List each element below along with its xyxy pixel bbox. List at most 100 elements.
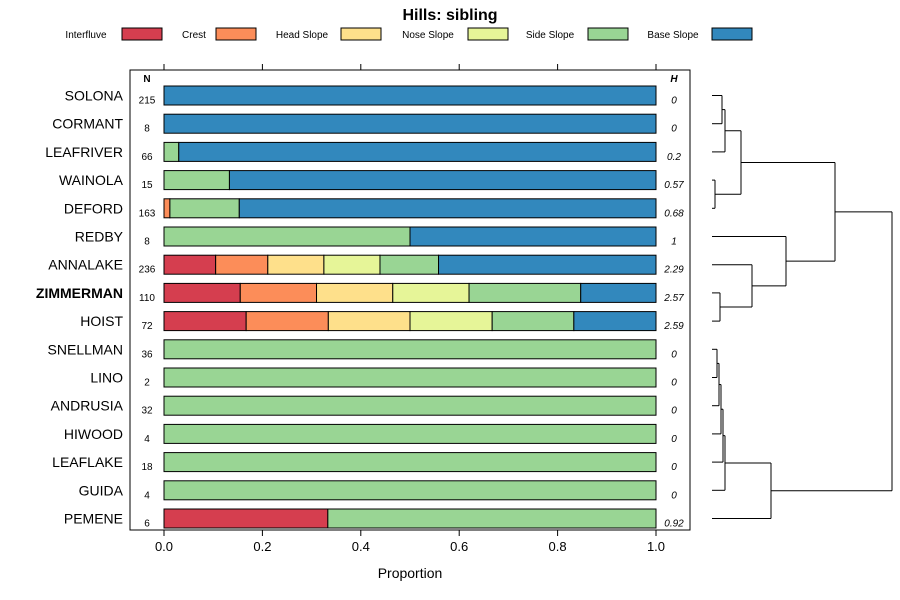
x-axis-label: Proportion — [378, 565, 443, 581]
n-value: 15 — [141, 180, 153, 191]
h-value: 0 — [671, 349, 677, 360]
n-value: 8 — [144, 124, 150, 135]
h-value: 0.57 — [664, 180, 684, 191]
h-value: 0 — [671, 124, 677, 135]
bar-segment-head-slope — [316, 282, 394, 303]
bar-segment-base-slope — [238, 198, 657, 219]
category-label: REDBY — [75, 229, 124, 245]
bar-segment-crest — [163, 198, 171, 219]
x-tick-label: 1.0 — [647, 539, 665, 554]
n-value: 66 — [141, 152, 153, 163]
bar-segment-interfluve — [163, 254, 217, 275]
h-value: 0 — [671, 378, 677, 389]
row-guida: GUIDA 4 0 — [79, 480, 677, 501]
bar-segment-side-slope — [491, 311, 575, 332]
row-redby: REDBY 8 1 — [75, 226, 677, 248]
legend-swatch-head-slope — [340, 27, 382, 41]
row-hiwood: HIWOOD 4 0 — [64, 423, 677, 445]
h-value: 0 — [671, 490, 677, 501]
bar-segment-base-slope — [438, 254, 657, 275]
n-value: 4 — [144, 434, 150, 445]
legend-label-interfluve: Interfluve — [65, 30, 107, 41]
row-zimmerman: ZIMMERMAN 110 2.57 — [36, 282, 684, 304]
row-pemene: PEMENE 6 0.92 — [64, 508, 684, 530]
row-snellman: SNELLMAN 36 0 — [48, 339, 677, 360]
legend-label-head-slope: Head Slope — [276, 30, 329, 41]
n-value: 4 — [144, 490, 150, 501]
bar-segment-interfluve — [163, 282, 241, 303]
n-column-header: N — [143, 74, 150, 85]
category-label: SOLONA — [65, 88, 124, 104]
bar-segment-side-slope — [163, 452, 657, 473]
h-value: 0 — [671, 406, 677, 417]
legend-label-nose-slope: Nose Slope — [402, 30, 454, 41]
n-value: 72 — [141, 321, 153, 332]
legend-swatch-side-slope — [587, 27, 629, 41]
bar-segment-side-slope — [327, 508, 657, 529]
legend-label-base-slope: Base Slope — [647, 30, 699, 41]
row-cormant: CORMANT 8 0 — [52, 113, 677, 135]
h-value: 0 — [671, 462, 677, 473]
row-andrusia: ANDRUSIA 32 0 — [51, 395, 677, 417]
x-axis: 0.0 0.2 0.4 0.6 0.8 1.0 — [155, 530, 665, 554]
legend-label-side-slope: Side Slope — [526, 30, 575, 41]
row-wainola: WAINOLA 15 0.57 — [59, 170, 684, 191]
h-value: 0 — [671, 96, 677, 107]
bar-segment-side-slope — [163, 423, 657, 444]
bar-segment-crest — [245, 311, 329, 332]
bar-segment-side-slope — [163, 367, 657, 388]
category-label: ANNALAKE — [48, 257, 123, 273]
h-value: 0.68 — [664, 208, 684, 219]
x-tick-label: 0.0 — [155, 539, 173, 554]
bar-segment-base-slope — [573, 311, 657, 332]
category-label: LEAFLAKE — [52, 454, 123, 470]
bar-segment-nose-slope — [392, 282, 470, 303]
top-axis-ticks — [163, 64, 657, 70]
x-tick-label: 0.6 — [450, 539, 468, 554]
bar-segment-head-slope — [327, 311, 411, 332]
legend-swatch-base-slope — [711, 27, 753, 41]
x-tick-label: 0.4 — [352, 539, 370, 554]
h-column-header: H — [670, 74, 678, 85]
bar-segment-side-slope — [169, 198, 240, 219]
bar-segment-head-slope — [267, 254, 325, 275]
category-label: WAINOLA — [59, 172, 124, 188]
bar-segment-side-slope — [163, 170, 230, 191]
category-label: CORMANT — [52, 116, 123, 132]
n-value: 110 — [139, 293, 155, 304]
category-label: LINO — [90, 370, 123, 386]
bar-segment-crest — [215, 254, 269, 275]
bar-segment-base-slope — [409, 226, 657, 247]
n-value: 18 — [141, 462, 153, 473]
n-value: 36 — [141, 349, 153, 360]
chart-title: Hills: sibling — [402, 7, 497, 24]
bar-segment-base-slope — [178, 141, 657, 162]
legend-swatch-nose-slope — [467, 27, 509, 41]
h-value: 0.2 — [667, 152, 681, 163]
bar-segment-nose-slope — [409, 311, 493, 332]
bar-segment-base-slope — [580, 282, 657, 303]
h-value: 2.29 — [663, 265, 684, 276]
h-value: 0.92 — [664, 519, 684, 530]
legend-label-crest: Crest — [182, 30, 206, 41]
bar-segment-side-slope — [163, 226, 411, 247]
legend-swatch-crest — [215, 27, 257, 41]
category-label: ANDRUSIA — [51, 398, 124, 414]
row-deford: DEFORD 163 0.68 — [64, 198, 684, 219]
bar-segment-base-slope — [163, 85, 657, 106]
n-value: 2 — [144, 378, 150, 389]
row-solona: SOLONA 215 0 — [65, 85, 677, 107]
category-label: HOIST — [80, 313, 123, 329]
bar-segment-side-slope — [163, 339, 657, 360]
row-leaflake: LEAFLAKE 18 0 — [52, 452, 677, 473]
plot-frame — [129, 69, 691, 531]
bar-segment-side-slope — [163, 395, 657, 416]
row-lino: LINO 2 0 — [90, 367, 677, 389]
category-label: GUIDA — [79, 482, 124, 498]
category-label: DEFORD — [64, 200, 123, 216]
bar-segment-base-slope — [228, 170, 657, 191]
bar-segment-crest — [239, 282, 318, 303]
row-hoist: HOIST 72 2.59 — [80, 311, 684, 332]
n-value: 8 — [144, 237, 150, 248]
